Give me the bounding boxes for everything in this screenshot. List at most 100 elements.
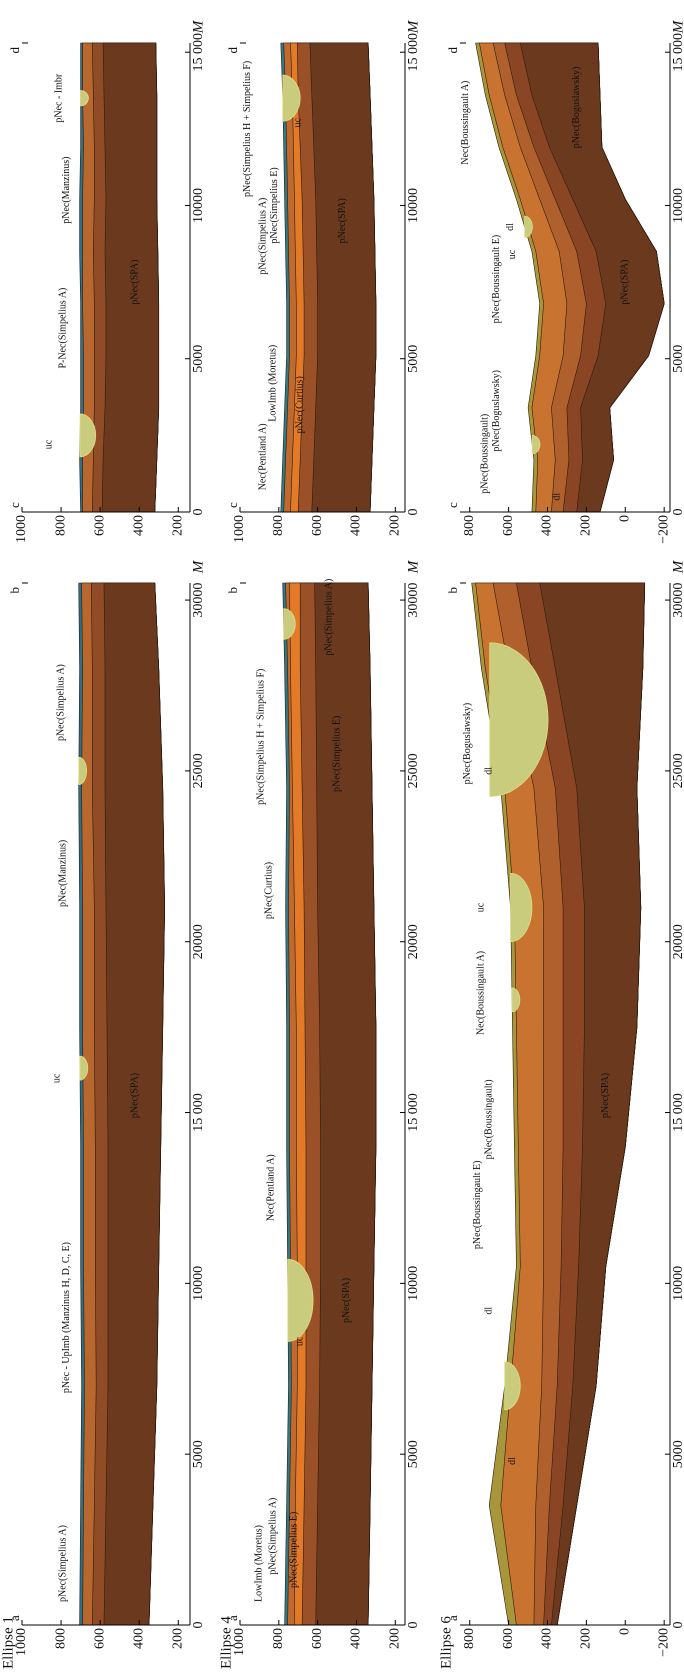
- x-tick-label: 25000: [191, 753, 206, 788]
- annotation: pNec(Simpelius H + Simpelius F): [256, 669, 267, 805]
- y-tick-label: 800: [53, 1628, 68, 1649]
- annotation: pNec(Manzinus): [57, 840, 68, 907]
- annotation: pNec(SPA): [130, 260, 141, 305]
- annotation: pNec(Simpelius E): [331, 716, 342, 792]
- annotation: pNec(Manzinus): [61, 157, 72, 224]
- x-tick-label: 25000: [406, 753, 421, 788]
- y-tick-label: 200: [388, 1628, 403, 1649]
- x-axis-unit: M: [405, 19, 421, 34]
- annotation: pNec(Simpelius A): [55, 664, 66, 741]
- y-tick-label: 1000: [14, 1628, 29, 1656]
- annotation: pNec(Simpelius A): [324, 579, 335, 656]
- x-tick-label: 10000: [671, 1266, 684, 1301]
- x-tick-label: 30000: [671, 583, 684, 618]
- x-tick-label: 15 000: [406, 1093, 421, 1132]
- corner-label: b: [225, 587, 240, 594]
- annotation: P-Nec(Simpelius A): [57, 288, 68, 369]
- panel-title: Ellipse 1: [0, 1616, 16, 1669]
- x-tick-label: 0: [191, 509, 206, 516]
- annotation: pNec(Simpelius A): [258, 198, 269, 275]
- x-tick-label: 10000: [406, 188, 421, 223]
- x-tick-label: 0: [406, 509, 421, 516]
- annotation: pNec - Imbr: [53, 73, 64, 123]
- x-tick-label: 5000: [406, 345, 421, 373]
- x-tick-label: 0: [671, 509, 684, 516]
- annotation: uc: [293, 117, 304, 127]
- annotation: uc: [507, 249, 518, 259]
- corner-label: d: [7, 47, 22, 54]
- annotation: uc: [51, 1073, 62, 1083]
- annotation: pNec(SPA): [337, 198, 348, 243]
- y-tick-label: 800: [271, 515, 286, 536]
- y-tick-label: 600: [310, 515, 325, 536]
- x-axis-unit: M: [670, 19, 684, 34]
- annotation: pNec(Simpelius A): [267, 1498, 278, 1575]
- annotation: Nec(Boussingault A): [476, 951, 487, 1035]
- x-tick-label: 15 000: [191, 33, 206, 72]
- annotation: pNec(Boussingault): [480, 414, 491, 494]
- y-tick-label: 400: [131, 515, 146, 536]
- x-tick-label: 10000: [406, 1266, 421, 1301]
- annotation: LowImb (Moretus): [267, 345, 278, 422]
- x-tick-label: 0: [671, 1622, 684, 1629]
- y-tick-label: 200: [170, 1628, 185, 1649]
- annotation: pNec(Curtius): [263, 862, 274, 919]
- x-tick-label: 20000: [671, 924, 684, 959]
- x-tick-label: 0: [406, 1622, 421, 1629]
- annotation: pNec(SPA): [130, 1073, 141, 1118]
- annotation: pNec(SPA): [600, 1073, 611, 1118]
- y-tick-label: 800: [53, 515, 68, 536]
- rotated-figure: 2004006008001000050001000015 00020000250…: [0, 19, 684, 1669]
- corner-label: c: [7, 502, 22, 508]
- annotation: dl: [507, 1457, 518, 1465]
- x-tick-label: 10000: [191, 188, 206, 223]
- x-axis-unit: M: [190, 19, 206, 34]
- annotation: dl: [483, 767, 494, 775]
- x-axis-unit: M: [405, 559, 421, 574]
- y-tick-label: 200: [170, 515, 185, 536]
- y-tick-label: 400: [540, 515, 555, 536]
- corner-label: d: [225, 47, 240, 54]
- annotation: LowImb (Moretus): [254, 1525, 265, 1602]
- layer: [315, 583, 376, 1625]
- corner-label: b: [7, 587, 22, 594]
- annotation: Nec(Boussingault A): [460, 81, 471, 165]
- panel-title: Ellipse 6: [438, 1616, 454, 1669]
- y-tick-label: 1000: [14, 515, 29, 543]
- x-tick-label: 30000: [191, 583, 206, 618]
- annotation: pNec(Simpelius E): [269, 167, 280, 243]
- annotation: pNec(Boguslawsky): [491, 370, 502, 452]
- annotation: dl: [552, 493, 563, 501]
- y-tick-label: 400: [540, 1628, 555, 1649]
- x-tick-label: 10000: [191, 1266, 206, 1301]
- annotation: pNec(SPA): [341, 1278, 352, 1323]
- corner-label: c: [445, 502, 460, 508]
- y-tick-label: 0: [617, 515, 632, 522]
- annotation: dl: [483, 1307, 494, 1315]
- x-tick-label: 5000: [671, 1440, 684, 1468]
- y-tick-label: 600: [310, 1628, 325, 1649]
- x-tick-label: 25000: [671, 753, 684, 788]
- annotation: pNec(Curtius): [294, 376, 305, 433]
- y-tick-label: 400: [349, 515, 364, 536]
- annotation: pNec(Boussingault): [483, 1079, 494, 1159]
- y-tick-label: 400: [131, 1628, 146, 1649]
- corner-label: b: [445, 587, 460, 594]
- panel: 2004006008001000050001000015 00020000250…: [0, 559, 206, 1669]
- annotation: pNec(Simpelius E): [289, 1512, 300, 1588]
- x-tick-label: 5000: [191, 345, 206, 373]
- annotation: uc: [44, 439, 55, 449]
- y-tick-label: 400: [349, 1628, 364, 1649]
- y-tick-label: 200: [579, 1628, 594, 1649]
- annotation: pNec - UpImb (Manzinus H, D, C, E): [61, 1242, 72, 1393]
- x-tick-label: 5000: [671, 345, 684, 373]
- y-tick-label: 200: [579, 515, 594, 536]
- annotation: Nec(Pentland A): [265, 1154, 276, 1221]
- x-tick-label: 30000: [406, 583, 421, 618]
- annotation: pNec(Boguslawsky): [462, 703, 473, 785]
- y-tick-label: 800: [271, 1628, 286, 1649]
- y-tick-label: 800: [462, 515, 477, 536]
